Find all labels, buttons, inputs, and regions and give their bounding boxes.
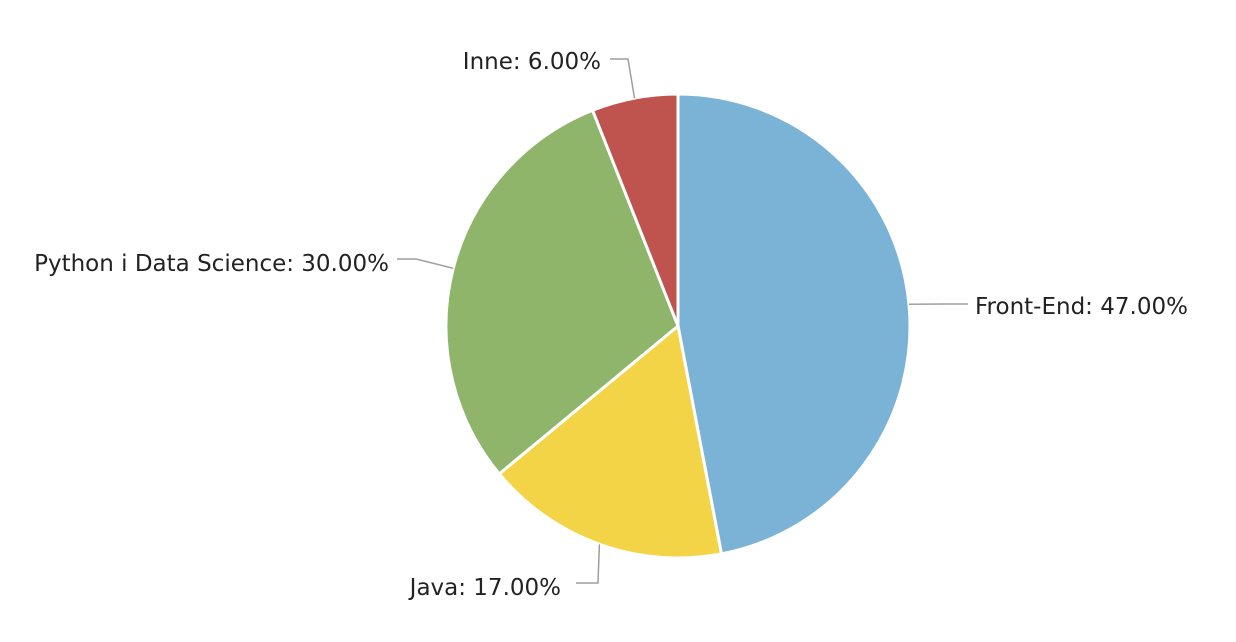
- slice-label-inne: Inne: 6.00%: [463, 49, 601, 75]
- pie-slice-python-i-data-science: [444, 108, 680, 476]
- leader-line-python-i-data-science: [397, 258, 454, 270]
- slice-label-java: Java: 17.00%: [408, 575, 561, 601]
- pie-slice-java: [497, 324, 723, 560]
- leader-line-inne: [610, 58, 636, 99]
- slice-label-python-data-science: Python i Data Science: 30.00%: [34, 251, 389, 277]
- leader-lines-layer: [397, 58, 968, 584]
- pie-slice-inne: [591, 92, 680, 328]
- slice-label-front-end: Front-End: 47.00%: [975, 294, 1188, 320]
- labels-layer: Front-End: 47.00% Java: 17.00% Python i …: [34, 49, 1188, 601]
- pie-slice-front-end: [676, 92, 912, 556]
- slices-layer: [444, 92, 912, 560]
- leader-line-java: [576, 544, 601, 584]
